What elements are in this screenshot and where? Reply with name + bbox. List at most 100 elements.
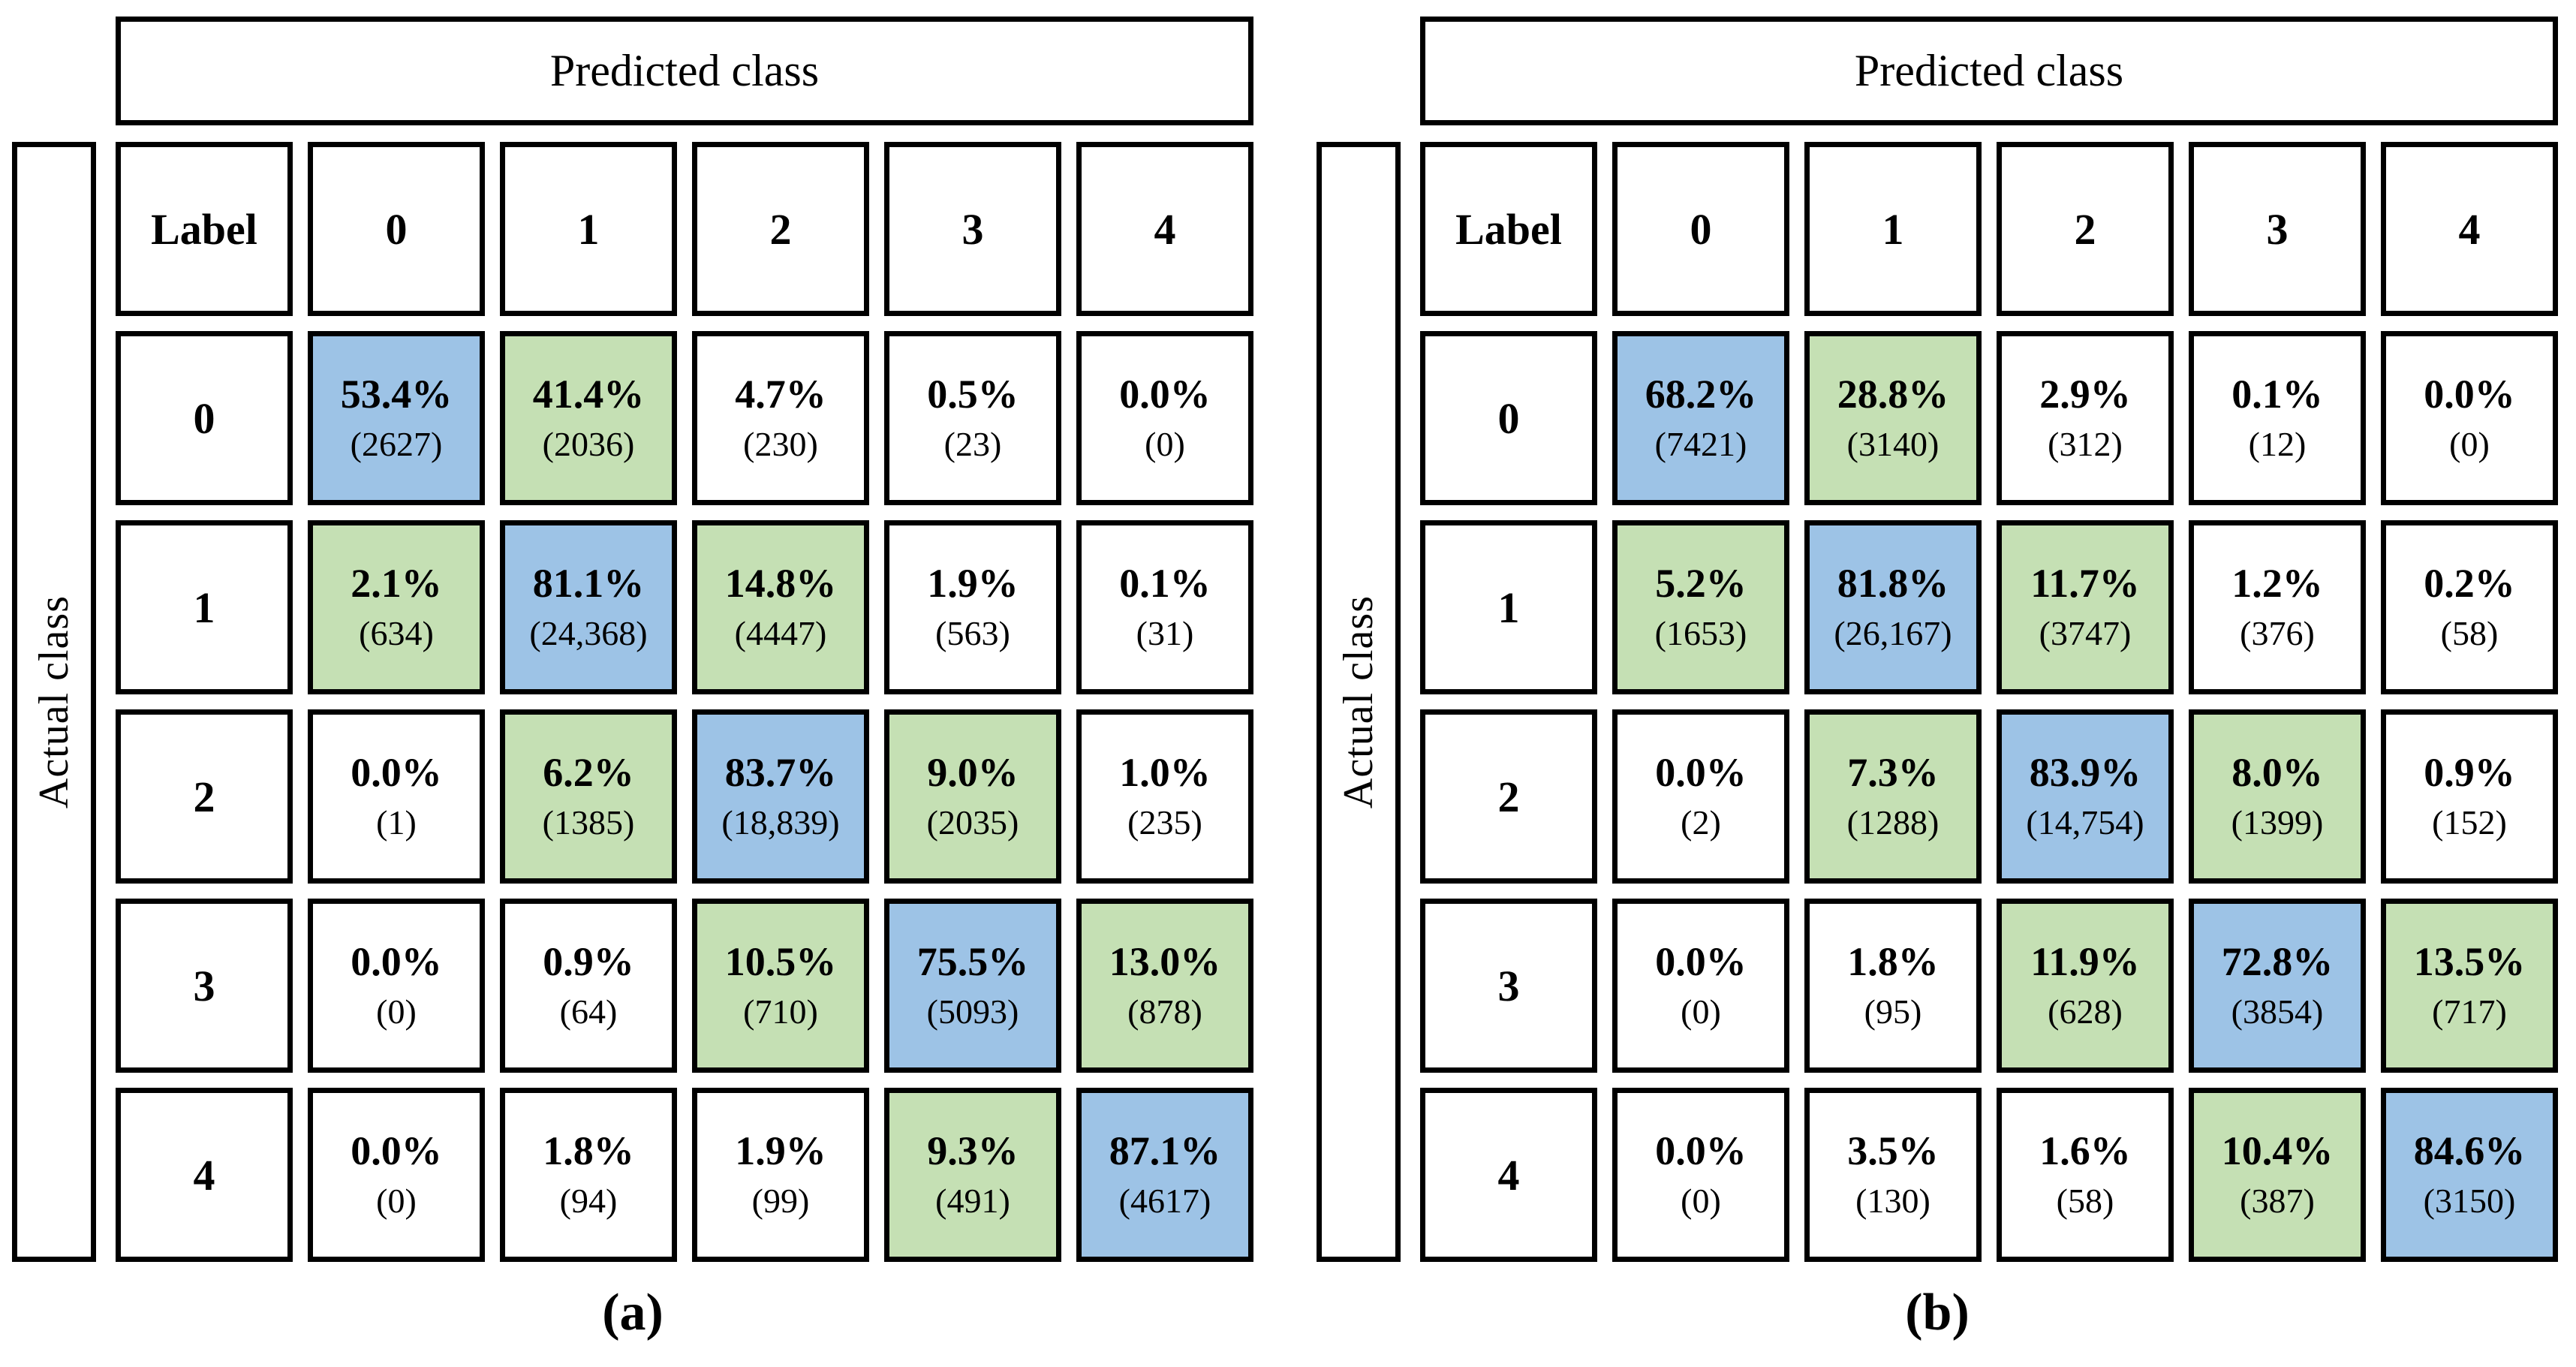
cell-percent: 0.1% xyxy=(2231,372,2323,417)
matrix-corner-label: Label xyxy=(1420,142,1597,316)
cell-count: (0) xyxy=(1145,425,1185,464)
matrix-cell-r1c1: 81.1% (24,368) xyxy=(500,520,677,694)
matrix-row-header-1: 1 xyxy=(116,520,293,694)
cell-percent: 3.5% xyxy=(1847,1128,1939,1173)
cell-percent: 0.0% xyxy=(1655,939,1747,984)
matrix-cell-r1c3: 1.2% (376) xyxy=(2189,520,2366,694)
matrix-col-header-2: 2 xyxy=(1997,142,2174,316)
predicted-class-label: Predicted class xyxy=(549,46,820,95)
confusion-matrix-panel-a: Actual class Predicted class Label 0 1 2 3 4 0… xyxy=(12,17,1253,1367)
matrix-cell-r3c3: 75.5% (5093) xyxy=(884,899,1061,1073)
matrix-cell-r4c3: 9.3% (491) xyxy=(884,1088,1061,1262)
cell-percent: 6.2% xyxy=(543,750,634,795)
cell-count: (563) xyxy=(935,614,1010,653)
matrix-cell-r4c2: 1.6% (58) xyxy=(1997,1088,2174,1262)
cell-percent: 0.0% xyxy=(2424,372,2515,417)
cell-percent: 10.4% xyxy=(2221,1128,2334,1173)
cell-percent: 87.1% xyxy=(1109,1128,1221,1173)
confusion-matrix-panel-b: Actual class Predicted class Label 0 1 2 3 4 0… xyxy=(1317,17,2558,1367)
matrix-col-header-3: 3 xyxy=(884,142,1061,316)
cell-count: (387) xyxy=(2240,1182,2315,1221)
cell-percent: 0.0% xyxy=(1119,372,1211,417)
matrix-cell-r0c0: 53.4% (2627) xyxy=(308,331,485,505)
cell-count: (64) xyxy=(559,992,618,1031)
matrix-row-header-0: 0 xyxy=(116,331,293,505)
matrix-col-header-0: 0 xyxy=(1612,142,1789,316)
matrix-corner-label: Label xyxy=(116,142,293,316)
cell-count: (95) xyxy=(1864,992,1922,1031)
matrix-row-header-4: 4 xyxy=(1420,1088,1597,1262)
matrix-grid-a: Label 0 1 2 3 4 0 53.4% (2627) 41.4% (2036) 4.7% (23… xyxy=(116,142,1253,1262)
matrix-cell-r2c4: 0.9% (152) xyxy=(2381,709,2558,884)
matrix-cell-r0c1: 41.4% (2036) xyxy=(500,331,677,505)
cell-count: (878) xyxy=(1127,992,1202,1031)
cell-count: (0) xyxy=(1681,1182,1721,1221)
predicted-class-axis-b: Predicted class xyxy=(1420,17,2558,125)
matrix-cell-r4c1: 1.8% (94) xyxy=(500,1088,677,1262)
actual-class-axis-a: Actual class xyxy=(12,142,96,1262)
matrix-cell-r2c1: 7.3% (1288) xyxy=(1804,709,1982,884)
cell-percent: 0.0% xyxy=(351,750,442,795)
cell-count: (1) xyxy=(376,803,417,842)
cell-count: (1653) xyxy=(1654,614,1747,653)
panel-caption-b: (b) xyxy=(1905,1284,1970,1341)
cell-percent: 9.0% xyxy=(927,750,1019,795)
cell-percent: 9.3% xyxy=(927,1128,1019,1173)
matrix-row-header-3: 3 xyxy=(116,899,293,1073)
cell-count: (99) xyxy=(751,1182,810,1221)
matrix-cell-r1c2: 11.7% (3747) xyxy=(1997,520,2174,694)
matrix-col-header-3: 3 xyxy=(2189,142,2366,316)
matrix-cell-r4c4: 87.1% (4617) xyxy=(1076,1088,1253,1262)
cell-percent: 83.7% xyxy=(724,750,837,795)
matrix-cell-r1c1: 81.8% (26,167) xyxy=(1804,520,1982,694)
cell-count: (12) xyxy=(2248,425,2307,464)
cell-percent: 0.2% xyxy=(2424,561,2515,606)
cell-count: (717) xyxy=(2432,992,2507,1031)
cell-percent: 0.9% xyxy=(543,939,634,984)
cell-percent: 13.0% xyxy=(1109,939,1221,984)
cell-count: (26,167) xyxy=(1834,614,1952,653)
matrix-col-header-1: 1 xyxy=(500,142,677,316)
matrix-cell-r4c1: 3.5% (130) xyxy=(1804,1088,1982,1262)
cell-count: (5093) xyxy=(926,992,1019,1031)
cell-percent: 14.8% xyxy=(724,561,837,606)
cell-count: (0) xyxy=(1681,992,1721,1031)
matrix-cell-r3c3: 72.8% (3854) xyxy=(2189,899,2366,1073)
cell-percent: 0.0% xyxy=(351,1128,442,1173)
matrix-cell-r0c4: 0.0% (0) xyxy=(2381,331,2558,505)
cell-count: (2627) xyxy=(350,425,443,464)
matrix-cell-r3c4: 13.5% (717) xyxy=(2381,899,2558,1073)
matrix-cell-r1c3: 1.9% (563) xyxy=(884,520,1061,694)
cell-percent: 11.9% xyxy=(2030,939,2140,984)
cell-count: (1288) xyxy=(1846,803,1940,842)
matrix-cell-r2c0: 0.0% (2) xyxy=(1612,709,1789,884)
cell-count: (31) xyxy=(1136,614,1194,653)
cell-percent: 1.9% xyxy=(735,1128,826,1173)
matrix-cell-r1c0: 2.1% (634) xyxy=(308,520,485,694)
matrix-cell-r1c4: 0.1% (31) xyxy=(1076,520,1253,694)
cell-count: (634) xyxy=(359,614,434,653)
actual-class-axis-b: Actual class xyxy=(1317,142,1401,1262)
cell-count: (0) xyxy=(2449,425,2490,464)
matrix-row-header-0: 0 xyxy=(1420,331,1597,505)
matrix-cell-r0c4: 0.0% (0) xyxy=(1076,331,1253,505)
cell-count: (628) xyxy=(2048,992,2123,1031)
matrix-cell-r2c1: 6.2% (1385) xyxy=(500,709,677,884)
cell-percent: 81.1% xyxy=(532,561,645,606)
cell-percent: 0.1% xyxy=(1119,561,1211,606)
cell-percent: 1.8% xyxy=(543,1128,634,1173)
cell-count: (14,754) xyxy=(2026,803,2144,842)
matrix-cell-r3c0: 0.0% (0) xyxy=(1612,899,1789,1073)
cell-count: (312) xyxy=(2048,425,2123,464)
cell-percent: 83.9% xyxy=(2029,750,2141,795)
matrix-cell-r1c0: 5.2% (1653) xyxy=(1612,520,1789,694)
matrix-row-header-1: 1 xyxy=(1420,520,1597,694)
cell-percent: 11.7% xyxy=(2030,561,2140,606)
cell-count: (58) xyxy=(2056,1182,2114,1221)
predicted-class-label: Predicted class xyxy=(1854,46,2124,95)
cell-percent: 41.4% xyxy=(532,372,645,417)
matrix-cell-r0c3: 0.5% (23) xyxy=(884,331,1061,505)
matrix-cell-r0c0: 68.2% (7421) xyxy=(1612,331,1789,505)
matrix-cell-r4c0: 0.0% (0) xyxy=(1612,1088,1789,1262)
cell-count: (0) xyxy=(376,1182,417,1221)
